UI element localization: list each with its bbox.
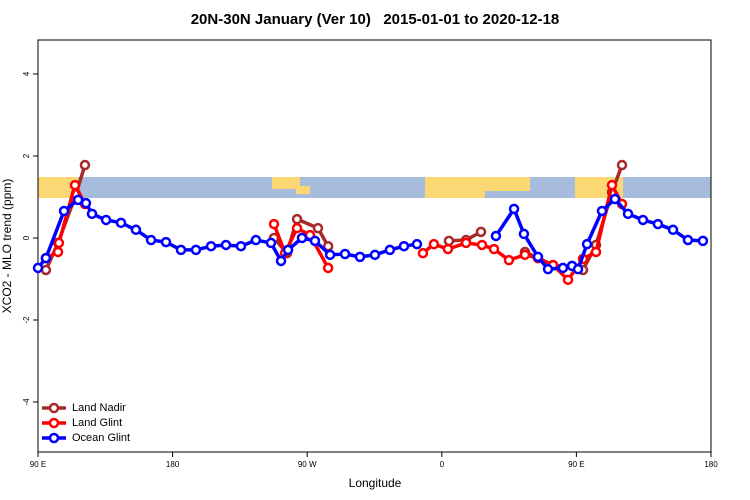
data-point — [519, 249, 531, 261]
legend-label: Land Glint — [72, 417, 122, 429]
legend-marker — [48, 432, 60, 444]
data-point — [488, 243, 500, 255]
data-point — [79, 159, 91, 171]
data-point — [32, 262, 44, 274]
data-point — [58, 205, 70, 217]
data-point — [265, 237, 277, 249]
data-point — [291, 222, 303, 234]
data-point — [622, 208, 634, 220]
data-point — [460, 237, 472, 249]
data-point — [205, 240, 217, 252]
data-point — [275, 255, 287, 267]
x-tick-label: 180 — [704, 460, 718, 469]
data-point — [235, 240, 247, 252]
data-point — [411, 238, 423, 250]
data-point — [667, 224, 679, 236]
data-point — [190, 244, 202, 256]
data-point — [503, 254, 515, 266]
data-point — [590, 246, 602, 258]
data-point — [542, 263, 554, 275]
x-tick-label: 90 W — [298, 460, 317, 469]
data-point — [80, 197, 92, 209]
plot-frame — [37, 39, 712, 453]
y-tick-label: -4 — [22, 398, 31, 406]
data-point — [282, 244, 294, 256]
data-point — [312, 222, 324, 234]
y-tick-label: 0 — [22, 235, 31, 240]
data-point — [384, 244, 396, 256]
data-point — [428, 238, 440, 250]
data-point — [250, 234, 262, 246]
data-point — [291, 213, 303, 225]
data-point — [596, 205, 608, 217]
x-tick-label: 90 E — [30, 460, 46, 469]
data-point — [557, 262, 569, 274]
x-axis-label: Longitude — [349, 476, 402, 490]
data-point — [637, 214, 649, 226]
data-point — [572, 263, 584, 275]
data-point — [322, 262, 334, 274]
data-point — [86, 208, 98, 220]
data-point — [69, 179, 81, 191]
data-point — [369, 249, 381, 261]
y-tick-label: -2 — [22, 316, 31, 324]
legend-label: Land Nadir — [72, 402, 126, 414]
data-point — [53, 237, 65, 249]
data-point — [518, 228, 530, 240]
data-point — [40, 252, 52, 264]
chart-title: 20N-30N January (Ver 10) 2015-01-01 to 2… — [191, 11, 560, 28]
data-point — [443, 235, 455, 247]
data-point — [476, 239, 488, 251]
data-point — [268, 218, 280, 230]
data-point — [145, 234, 157, 246]
data-point — [682, 234, 694, 246]
data-point — [475, 226, 487, 238]
data-point — [175, 244, 187, 256]
legend-marker — [48, 417, 60, 429]
data-point — [115, 217, 127, 229]
legend-label: Ocean Glint — [72, 432, 130, 444]
data-point — [581, 238, 593, 250]
data-point — [616, 159, 628, 171]
data-point — [442, 243, 454, 255]
data-point — [354, 251, 366, 263]
data-point — [324, 249, 336, 261]
data-point — [52, 246, 64, 258]
data-point — [490, 230, 502, 242]
y-tick-label: 4 — [22, 71, 31, 76]
x-tick-label: 0 — [440, 460, 445, 469]
data-point — [100, 214, 112, 226]
data-point — [652, 218, 664, 230]
legend-marker — [48, 402, 60, 414]
data-point — [160, 236, 172, 248]
y-tick-label: 2 — [22, 153, 31, 158]
data-point — [398, 240, 410, 252]
data-point — [417, 247, 429, 259]
x-tick-label: 180 — [166, 460, 180, 469]
data-point — [697, 235, 709, 247]
data-point — [130, 224, 142, 236]
data-point — [296, 232, 308, 244]
y-axis-label: XCO2 - MLO trend (ppm) — [0, 179, 14, 314]
data-point — [508, 203, 520, 215]
data-point — [532, 251, 544, 263]
data-point — [562, 274, 574, 286]
x-tick-label: 90 E — [568, 460, 584, 469]
data-point — [606, 179, 618, 191]
data-point — [609, 193, 621, 205]
data-point — [309, 235, 321, 247]
data-point — [220, 239, 232, 251]
data-point — [339, 248, 351, 260]
